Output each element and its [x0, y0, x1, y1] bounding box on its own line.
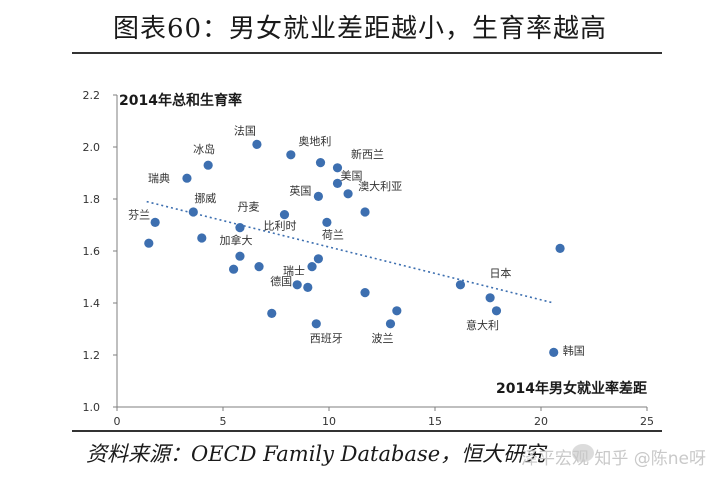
data-point [343, 189, 353, 199]
data-point [197, 233, 207, 243]
point-label: 挪威 [194, 191, 216, 205]
data-point [235, 223, 245, 233]
data-point [252, 139, 262, 149]
data-point [311, 319, 321, 329]
data-point [332, 178, 343, 188]
point-label: 德国 [270, 274, 292, 288]
data-point [203, 160, 213, 170]
point-label: 英国 [289, 183, 311, 197]
point-label: 法国 [234, 123, 256, 137]
data-point [235, 251, 245, 261]
point-label: 瑞典 [148, 171, 170, 185]
data-point [254, 262, 264, 272]
wechat-logo-icon [572, 444, 594, 462]
data-point [144, 238, 154, 248]
watermark: 泽平宏观 知乎 @陈ne呀 [520, 449, 706, 469]
point-label: 瑞士 [283, 264, 305, 278]
point-label: 意大利 [466, 318, 499, 332]
data-point [267, 308, 277, 318]
point-label: 丹麦 [237, 201, 259, 214]
data-point [455, 280, 466, 290]
data-point [292, 280, 302, 290]
data-point [360, 207, 370, 217]
data-point [313, 191, 323, 201]
data-point [385, 319, 396, 329]
point-label: 比利时 [263, 220, 296, 233]
x-axis-title: 2014年男女就业率差距 [496, 380, 647, 397]
x-tick-label: 10 [322, 415, 336, 428]
data-point [279, 210, 290, 220]
y-tick-label: 1.8 [83, 193, 101, 206]
data-point [150, 217, 160, 227]
point-label: 日本 [489, 266, 511, 280]
data-point [392, 306, 402, 316]
point-label: 奥地利 [298, 134, 331, 148]
y-tick-label: 1.2 [83, 349, 101, 362]
data-point [307, 262, 317, 272]
y-axis-title: 2014年总和生育率 [119, 92, 242, 109]
figure-title: 图表60：男女就业差距越小，生育率越高 [112, 14, 608, 44]
point-label: 加拿大 [219, 233, 252, 247]
data-point [485, 293, 495, 303]
data-point [555, 243, 565, 253]
point-label: 美国 [340, 169, 362, 182]
data-point [360, 288, 370, 298]
data-point [315, 158, 326, 168]
data-point [182, 173, 192, 183]
x-tick-label: 20 [534, 415, 548, 428]
bottom-rule [72, 430, 662, 432]
point-label: 西班牙 [310, 332, 343, 345]
trend-line [146, 200, 554, 304]
x-tick-label: 5 [220, 415, 227, 428]
y-tick-label: 1.6 [83, 245, 101, 258]
data-point [229, 264, 239, 274]
data-point [303, 282, 313, 292]
data-point [549, 347, 559, 357]
data-point [491, 306, 502, 316]
data-point [188, 207, 198, 217]
y-tick-label: 2.2 [83, 89, 101, 102]
point-label: 新西兰 [351, 147, 384, 161]
point-label: 芬兰 [128, 208, 150, 221]
x-tick-label: 0 [114, 415, 121, 428]
data-point [332, 163, 343, 173]
y-tick-label: 2.0 [83, 141, 101, 154]
data-point [322, 217, 332, 227]
point-label: 澳大利亚 [358, 179, 402, 193]
source-note: 资料来源：OECD Family Database，恒大研究 [86, 442, 546, 466]
x-tick-label: 25 [640, 415, 654, 428]
x-tick-label: 15 [428, 415, 442, 428]
data-point [286, 150, 296, 160]
y-tick-label: 1.0 [83, 401, 101, 414]
point-label: 韩国 [563, 343, 585, 357]
y-tick-label: 1.4 [83, 297, 101, 310]
point-label: 冰岛 [193, 142, 215, 156]
data-point [313, 254, 323, 264]
point-label: 荷兰 [322, 228, 344, 241]
top-rule [72, 52, 662, 54]
point-label: 波兰 [371, 332, 393, 345]
